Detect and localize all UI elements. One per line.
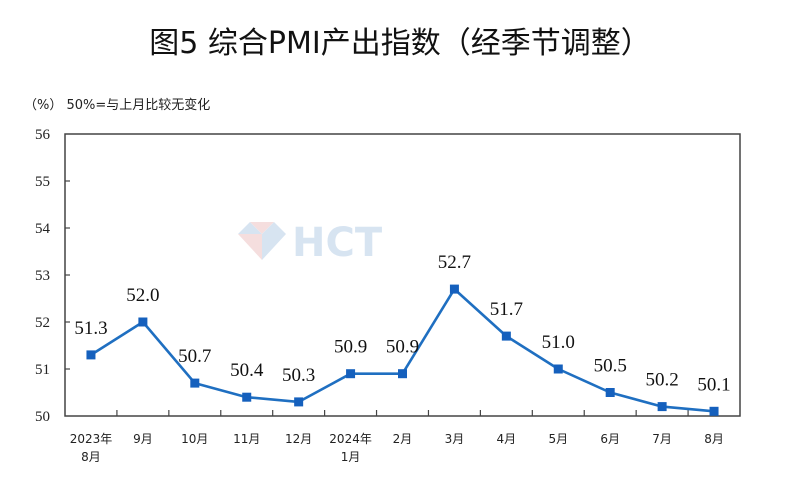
data-point-marker [86, 350, 96, 360]
data-point-marker [346, 369, 356, 379]
data-label: 50.9 [386, 337, 419, 358]
x-tick-label: 8月 [81, 450, 101, 464]
series-composite-pmi-output [86, 284, 719, 416]
x-tick-label: 9月 [133, 432, 153, 446]
data-label: 51.3 [74, 318, 107, 339]
x-tick-label: 5月 [548, 432, 568, 446]
data-label: 50.7 [178, 346, 211, 367]
data-point-marker [553, 364, 563, 374]
y-tick-label: 52 [35, 315, 50, 331]
x-tick-label: 1月 [341, 450, 361, 464]
y-tick-label: 53 [35, 268, 50, 284]
diamond-logo-icon [238, 222, 286, 260]
data-point-marker [709, 406, 719, 416]
x-tick-label: 10月 [181, 432, 208, 446]
x-tick-label: 12月 [285, 432, 312, 446]
data-label: 52.7 [438, 252, 471, 273]
y-tick-label: 56 [35, 127, 51, 143]
data-label: 50.9 [334, 337, 367, 358]
x-tick-label: 8月 [704, 432, 724, 446]
x-tick-label: 2月 [393, 432, 413, 446]
data-point-marker [605, 388, 615, 397]
watermark-logo: HCT [238, 220, 383, 266]
x-tick-label: 7月 [652, 432, 672, 446]
x-tick-label: 2023年 [70, 432, 113, 446]
data-point-marker [501, 331, 511, 341]
data-label: 51.7 [490, 299, 523, 320]
y-tick-label: 55 [35, 174, 50, 190]
x-axis: 2023年 8月 9月 10月 11月 12月 2024年 1月 2月 3月 4月 5月 6月 7月 8月 [70, 410, 724, 464]
data-label: 51.0 [542, 332, 575, 353]
x-tick-label: 11月 [233, 432, 260, 446]
x-tick-label: 2024年 [329, 432, 372, 446]
data-point-marker [138, 317, 148, 327]
chart-title: 图5 综合PMI产出指数（经季节调整） [149, 26, 651, 61]
data-point-marker [294, 397, 304, 407]
data-label: 50.1 [697, 374, 730, 395]
data-point-marker [242, 392, 252, 402]
data-point-marker [449, 284, 459, 294]
x-tick-label: 6月 [600, 432, 620, 446]
data-point-marker [657, 402, 667, 412]
data-label: 50.4 [230, 360, 264, 381]
watermark-text: HCT [292, 220, 383, 266]
x-tick-label: 3月 [445, 432, 465, 446]
data-label: 50.5 [594, 356, 627, 377]
y-axis: 50 51 52 53 54 55 56 [35, 127, 70, 425]
data-label: 50.3 [282, 365, 315, 386]
y-tick-label: 51 [35, 362, 50, 378]
y-tick-label: 50 [35, 409, 50, 425]
x-tick-label: 4月 [497, 432, 517, 446]
unit-note: （%） 50%=与上月比较无变化 [24, 98, 211, 113]
data-point-marker [190, 378, 200, 388]
data-label: 50.2 [645, 370, 678, 391]
data-label: 52.0 [126, 285, 159, 306]
y-tick-label: 54 [35, 221, 51, 237]
data-labels: 51.3 52.0 50.7 50.4 50.3 50.9 50.9 52.7 51.7 51.0… [74, 252, 730, 395]
data-point-marker [398, 369, 407, 379]
